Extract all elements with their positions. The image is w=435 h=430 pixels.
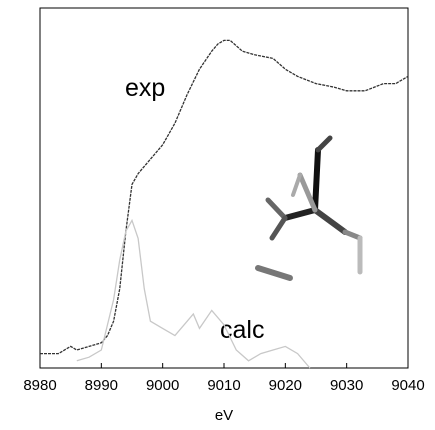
chart: exp calc eV 8980899090009010902090309040 — [0, 0, 435, 430]
x-tick-label: 9000 — [146, 377, 179, 394]
x-tick-label: 8980 — [23, 377, 56, 394]
x-tick-label: 9020 — [269, 377, 302, 394]
series-line — [77, 220, 310, 368]
x-tick-label: 9030 — [330, 377, 363, 394]
annotation: exp — [125, 74, 165, 102]
x-axis-label: eV — [215, 407, 233, 424]
x-tick-label: 8990 — [85, 377, 118, 394]
series-line — [40, 40, 408, 353]
plot-frame — [40, 8, 408, 368]
x-tick-label: 9040 — [391, 377, 424, 394]
page: {"chart_data": {"type": "line", "x_label… — [0, 0, 435, 430]
molecule-inset — [258, 138, 360, 278]
x-tick-label: 9010 — [207, 377, 240, 394]
